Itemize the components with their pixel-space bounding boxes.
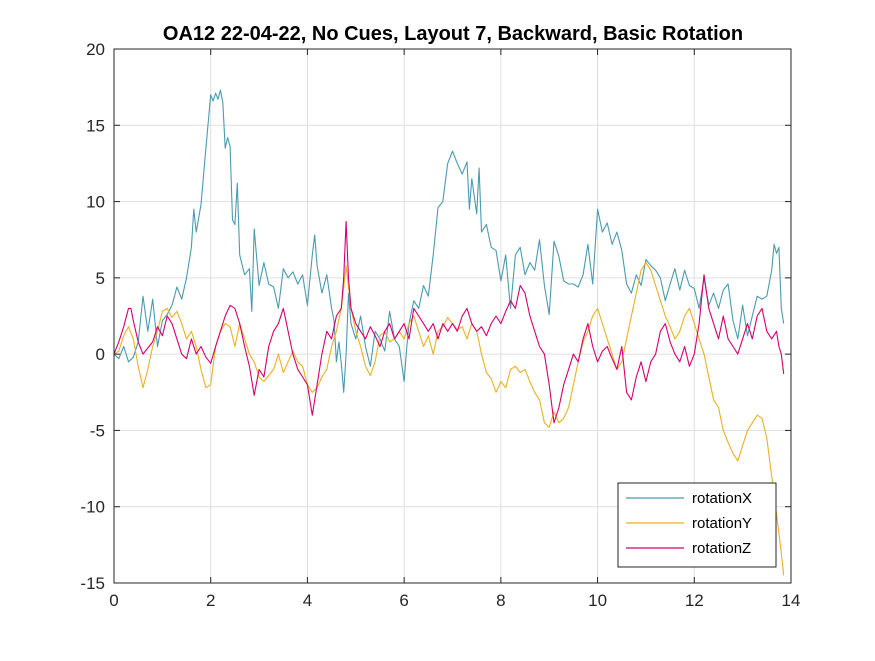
legend-label-rotationZ: rotationZ bbox=[692, 540, 751, 557]
axes-box bbox=[113, 48, 792, 584]
x-tick-label: 0 bbox=[109, 591, 118, 610]
y-tick-label: 0 bbox=[96, 345, 105, 364]
x-tick-label: 2 bbox=[206, 591, 215, 610]
legend-box bbox=[617, 482, 777, 568]
x-tick-label: 8 bbox=[496, 591, 505, 610]
y-tick-label: 10 bbox=[86, 193, 105, 212]
legend-label-rotationY: rotationY bbox=[692, 515, 752, 532]
legend-label-rotationX: rotationX bbox=[692, 490, 752, 507]
y-tick-label: 15 bbox=[86, 116, 105, 135]
x-tick-label: 6 bbox=[399, 591, 408, 610]
x-tick-label: 14 bbox=[782, 591, 801, 610]
x-tick-label: 4 bbox=[303, 591, 312, 610]
series-line-rotationX bbox=[113, 89, 785, 393]
y-tick-label: -10 bbox=[80, 498, 105, 517]
legend: rotationX rotationY rotationZ bbox=[617, 482, 777, 568]
x-tick-label: 10 bbox=[588, 591, 607, 610]
y-tick-label: 20 bbox=[86, 40, 105, 59]
series-line-rotationY bbox=[113, 262, 785, 576]
y-tick-label: 5 bbox=[96, 269, 105, 288]
series-line-rotationZ bbox=[113, 220, 785, 424]
chart-title: OA12 22-04-22, No Cues, Layout 7, Backwa… bbox=[163, 23, 743, 45]
x-tick-label: 12 bbox=[685, 591, 704, 610]
axis-ticks: 0 2 4 6 8 10 12 14 -15 -10 -5 0 5 10 15 20 bbox=[80, 40, 800, 610]
series-lines bbox=[113, 89, 785, 576]
y-tick-label: -5 bbox=[90, 421, 105, 440]
y-tick-label: -15 bbox=[80, 574, 105, 593]
